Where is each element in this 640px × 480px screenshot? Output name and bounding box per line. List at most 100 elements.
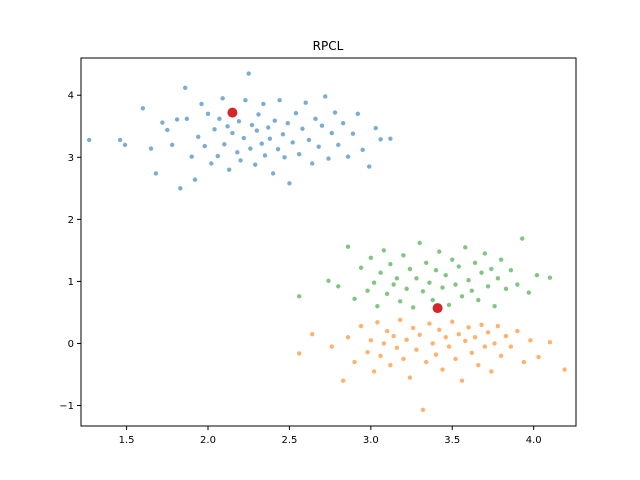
scatter-point-s1-56 xyxy=(562,367,567,372)
cluster-center-0 xyxy=(227,107,238,118)
scatter-point-s2-34 xyxy=(456,264,461,269)
scatter-point-s0-38 xyxy=(254,128,260,133)
scatter-point-s0-42 xyxy=(262,153,268,158)
scatter-point-s2-3 xyxy=(345,244,351,249)
scatter-point-s1-5 xyxy=(352,359,357,365)
scatter-point-s0-45 xyxy=(270,171,276,176)
scatter-point-s2-27 xyxy=(433,268,439,273)
scatter-point-s1-22 xyxy=(414,347,419,352)
x-tick-label-0: 1.5 xyxy=(119,435,135,446)
scatter-point-s1-30 xyxy=(440,367,445,372)
chart-title: RPCL xyxy=(313,39,344,53)
scatter-point-s2-10 xyxy=(378,270,383,275)
scatter-point-s2-31 xyxy=(446,302,452,308)
scatter-point-s1-14 xyxy=(388,362,393,368)
scatter-point-s0-26 xyxy=(226,167,232,172)
scatter-point-s0-61 xyxy=(316,144,321,149)
scatter-point-s0-44 xyxy=(267,136,273,141)
y-tick-label-3: 2 xyxy=(68,215,74,226)
scatter-point-s0-43 xyxy=(266,125,271,130)
scatter-point-s1-29 xyxy=(437,327,442,333)
y-tick-label-5: 4 xyxy=(68,91,74,102)
scatter-point-s0-51 xyxy=(285,120,290,126)
scatter-point-s1-47 xyxy=(495,323,501,329)
scatter-point-s0-50 xyxy=(282,155,287,160)
y-tick-label-0: −1 xyxy=(59,401,74,412)
scatter-point-s0-23 xyxy=(220,96,225,101)
scatter-point-s2-32 xyxy=(450,257,455,262)
scatter-point-s0-5 xyxy=(153,171,159,176)
plot-area xyxy=(81,58,576,426)
scatter-point-s1-10 xyxy=(375,320,380,325)
scatter-point-s2-18 xyxy=(404,286,409,292)
scatter-point-s1-12 xyxy=(381,341,387,346)
scatter-point-s1-16 xyxy=(394,345,400,351)
scatter-point-s0-41 xyxy=(261,101,266,107)
scatter-point-s2-38 xyxy=(469,288,474,293)
scatter-point-s2-36 xyxy=(463,245,468,250)
scatter-point-s0-8 xyxy=(169,142,175,148)
scatter-point-s2-7 xyxy=(368,255,374,261)
scatter-point-s0-14 xyxy=(192,177,198,182)
scatter-point-s0-40 xyxy=(259,141,264,146)
scatter-point-s0-62 xyxy=(319,123,325,128)
scatter-point-s1-21 xyxy=(410,325,416,331)
scatter-point-s1-54 xyxy=(536,354,541,360)
scatter-point-s2-40 xyxy=(476,297,481,303)
scatter-point-s2-44 xyxy=(489,266,494,272)
scatter-point-s1-39 xyxy=(469,350,474,355)
scatter-point-s0-22 xyxy=(217,116,222,122)
scatter-point-s1-2 xyxy=(329,344,334,349)
cluster-center-1 xyxy=(432,303,443,314)
scatter-point-s1-6 xyxy=(358,323,364,329)
scatter-point-s1-52 xyxy=(521,359,527,365)
scatter-point-s2-11 xyxy=(381,248,387,253)
scatter-point-s2-4 xyxy=(352,296,357,301)
scatter-point-s1-9 xyxy=(371,369,377,374)
scatter-point-s2-26 xyxy=(430,297,435,303)
points-layer xyxy=(86,71,567,413)
scatter-point-s0-71 xyxy=(355,111,361,117)
scatter-point-s1-20 xyxy=(407,375,413,380)
scatter-point-s1-37 xyxy=(463,338,468,344)
scatter-point-s2-47 xyxy=(498,257,504,262)
scatter-point-s1-17 xyxy=(397,317,403,323)
scatter-point-s0-4 xyxy=(148,146,154,151)
scatter-point-s0-13 xyxy=(189,154,194,159)
scatter-point-s0-65 xyxy=(329,130,334,136)
scatter-point-s0-60 xyxy=(313,116,318,122)
scatter-point-s0-70 xyxy=(350,131,356,136)
scatter-point-s0-34 xyxy=(246,71,251,76)
scatter-point-s2-24 xyxy=(423,260,429,265)
scatter-point-s0-36 xyxy=(249,122,255,128)
scatter-point-s0-2 xyxy=(122,142,128,148)
scatter-point-s2-8 xyxy=(371,280,377,285)
scatter-point-s0-20 xyxy=(212,127,217,132)
scatter-point-s1-13 xyxy=(384,328,390,334)
scatter-point-s0-18 xyxy=(205,111,211,117)
scatter-point-s0-72 xyxy=(360,147,365,153)
scatter-point-s2-41 xyxy=(479,270,484,275)
scatter-point-s0-64 xyxy=(326,156,331,161)
scatter-point-s0-35 xyxy=(248,146,253,151)
scatter-point-s1-32 xyxy=(446,344,452,349)
scatter-point-s2-16 xyxy=(397,299,403,304)
scatter-point-s0-57 xyxy=(303,100,308,105)
scatter-point-s1-50 xyxy=(508,344,514,349)
scatter-point-s2-29 xyxy=(440,285,445,290)
scatter-point-s0-53 xyxy=(290,140,295,145)
scatter-point-s0-46 xyxy=(272,118,277,123)
scatter-point-s1-48 xyxy=(498,353,504,359)
scatter-point-s0-76 xyxy=(388,136,393,141)
scatter-point-s0-47 xyxy=(275,147,281,152)
scatter-point-s0-11 xyxy=(183,85,188,90)
scatter-point-s2-23 xyxy=(420,289,426,294)
scatter-point-s2-48 xyxy=(503,286,509,292)
scatter-point-s2-17 xyxy=(401,253,406,258)
scatter-point-s1-49 xyxy=(503,333,509,339)
scatter-point-s1-19 xyxy=(404,337,409,342)
scatter-point-s0-66 xyxy=(332,110,338,115)
scatter-point-s0-67 xyxy=(336,142,341,148)
scatter-point-s1-26 xyxy=(427,321,432,326)
scatter-point-s1-34 xyxy=(453,356,458,362)
